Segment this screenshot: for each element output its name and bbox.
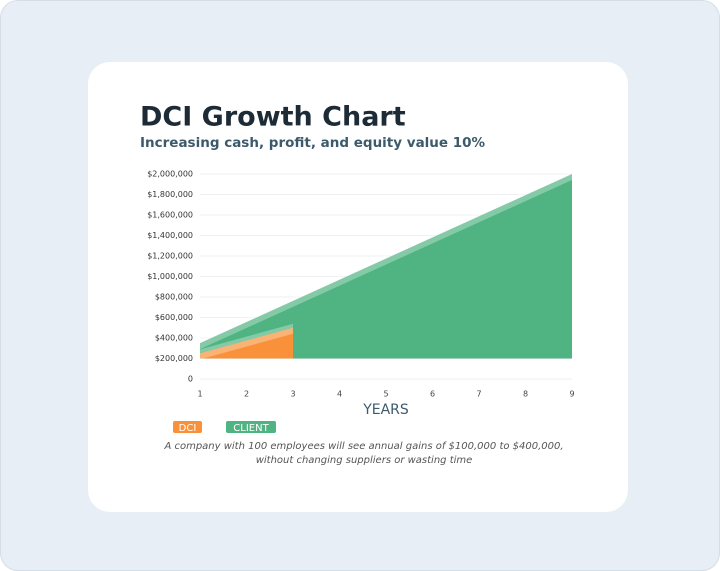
annotation: without changing suppliers or wasting ti… (256, 455, 473, 466)
legend-label: DCI (179, 423, 197, 434)
area-edge (200, 170, 572, 350)
y-tick-label: $200,000 (155, 354, 193, 363)
x-tick-label: 7 (476, 390, 481, 399)
x-tick-label: 9 (569, 390, 574, 399)
y-tick-label: $1,200,000 (147, 252, 193, 261)
x-tick-label: 8 (523, 390, 528, 399)
x-axis-label: YEARS (362, 402, 409, 418)
y-tick-label: $800,000 (155, 293, 193, 302)
y-tick-label: $1,800,000 (147, 190, 193, 199)
legend-swatch (226, 421, 276, 433)
x-tick-label: 2 (244, 390, 249, 399)
x-tick-label: 3 (290, 390, 295, 399)
chart-title: DCI Growth Chart (140, 102, 406, 133)
y-tick-label: $1,000,000 (147, 272, 193, 281)
x-tick-label: 1 (197, 390, 202, 399)
x-tick-label: 4 (337, 390, 342, 399)
y-tick-label: $600,000 (155, 313, 193, 322)
x-tick-label: 6 (430, 390, 435, 399)
legend-label: CLIENT (233, 423, 269, 434)
y-tick-label: $400,000 (155, 334, 193, 343)
chart-subtitle: Increasing cash, profit, and equity valu… (140, 135, 486, 151)
area (200, 327, 293, 359)
y-tick-label: $2,000,000 (147, 170, 193, 179)
y-tick-label: 0 (188, 375, 193, 384)
y-tick-label: $1,400,000 (147, 231, 193, 240)
y-tick-label: $1,600,000 (147, 211, 193, 220)
area-edge (200, 323, 293, 360)
legend-swatch (173, 421, 202, 433)
area (200, 174, 572, 359)
annotation: A company with 100 employees will see an… (163, 441, 563, 452)
x-tick-label: 5 (383, 390, 388, 399)
